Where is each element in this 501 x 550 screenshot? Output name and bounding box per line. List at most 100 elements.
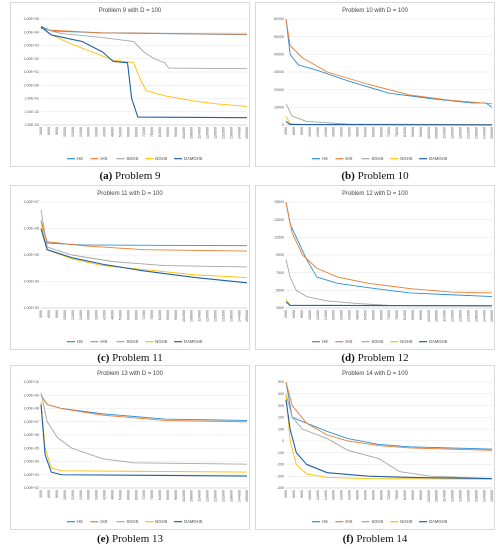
x-tick-label: 120000 [451, 490, 455, 502]
y-tick-label: 100 [278, 427, 284, 431]
legend-label: DAMGHS [184, 156, 203, 161]
y-tick-label: 60000 [274, 17, 284, 21]
x-tick-label: 15000 [308, 310, 312, 320]
x-tick-label: 114000 [443, 127, 447, 139]
x-tick-label: 24000 [324, 490, 328, 500]
x-tick-label: 60000 [371, 310, 375, 320]
x-tick-label: 42000 [103, 310, 107, 320]
x-tick-label: 48000 [111, 490, 115, 500]
x-tick-label: 90000 [411, 127, 415, 137]
chart-title: Problem 12 with D = 100 [342, 191, 409, 197]
y-tick-label: 0 [282, 123, 284, 127]
x-tick-label: 30000 [332, 490, 336, 500]
y-tick-label: 1.00E+03 [24, 473, 40, 477]
x-tick-label: 114000 [443, 490, 447, 502]
x-tick-label: 6000 [292, 127, 296, 135]
x-tick-label: 60000 [126, 490, 130, 500]
x-tick-label: 33000 [340, 127, 344, 137]
x-tick-label: 84000 [158, 127, 162, 137]
y-tick-label: 20000 [274, 88, 284, 92]
x-tick-label: 21000 [316, 310, 320, 320]
x-tick-label: 132000 [466, 490, 470, 502]
legend-label: IHS [345, 519, 352, 524]
x-tick-label: 114000 [443, 310, 447, 322]
x-tick-label: 9000 [300, 127, 304, 135]
x-tick-label: 108000 [190, 310, 194, 322]
caption-text: Problem 11 [109, 352, 163, 364]
x-tick-label: 3000 [284, 127, 288, 135]
x-tick-label: 144000 [237, 490, 241, 502]
chart-panel-6: Problem 14 with D = 100 500 400 300 200 100 0 -… [255, 365, 495, 530]
x-tick-label: 60000 [371, 127, 375, 137]
y-tick-label: 1.00E+06 [24, 227, 40, 231]
series-line-hs [285, 201, 493, 297]
y-tick-label: 1.00E+07 [24, 200, 40, 204]
series-line-nghs [285, 115, 493, 126]
series-line-hs [40, 395, 248, 421]
legend-label: HS [77, 156, 83, 161]
chart-svg: Problem 11 with D = 100 1.00E+07 1.00E+06 1… [24, 191, 250, 344]
y-tick-label: -100 [277, 451, 284, 455]
series-line-sghs [285, 259, 493, 307]
x-tick-label: 132000 [466, 310, 470, 322]
x-tick-label: 3000 [284, 310, 288, 318]
y-tick-label: 1.00E+04 [24, 280, 40, 284]
x-tick-label: 138000 [474, 127, 478, 139]
legend-label: HS [322, 156, 328, 161]
x-tick-label: 42000 [348, 310, 352, 320]
x-tick-label: 24000 [324, 310, 328, 320]
series-line-sghs [285, 393, 493, 480]
series-line-sghs [40, 209, 248, 268]
x-tick-label: 150000 [245, 310, 249, 322]
y-tick-label: 1.00E+10 [24, 380, 40, 384]
x-tick-label: 138000 [474, 490, 478, 502]
y-tick-label: -400 [277, 486, 284, 490]
series-line-damghs [285, 301, 493, 307]
x-tick-label: 144000 [482, 127, 486, 139]
figure-caption: (d) Problem 12 [255, 352, 495, 364]
x-tick-label: 144000 [237, 127, 241, 139]
legend-label: SGHS [372, 156, 384, 161]
chart-title: Problem 9 with D = 100 [99, 8, 162, 14]
legend-label: SGHS [127, 519, 139, 524]
x-tick-label: 21000 [316, 490, 320, 500]
chart-title: Problem 11 with D = 100 [97, 191, 163, 197]
x-tick-label: 102000 [182, 310, 186, 322]
figure-caption: (f) Problem 14 [255, 533, 495, 545]
x-tick-label: 15000 [63, 310, 67, 320]
x-tick-label: 144000 [482, 490, 486, 502]
legend-label: NGHS [155, 519, 167, 524]
chart-svg: Problem 14 with D = 100 500 400 300 200 100 0 -… [277, 371, 494, 524]
y-tick-label: 300 [278, 404, 284, 408]
y-tick-label: 1.00E+05 [24, 17, 40, 21]
x-tick-label: 78000 [395, 490, 399, 500]
x-tick-label: 72000 [142, 490, 146, 500]
series-line-hs [285, 381, 493, 450]
x-tick-label: 102000 [182, 490, 186, 502]
y-tick-label: 200 [278, 416, 284, 420]
x-tick-label: 42000 [348, 127, 352, 137]
x-tick-label: 6000 [47, 127, 51, 135]
x-tick-label: 78000 [150, 490, 154, 500]
x-tick-label: 54000 [363, 127, 367, 137]
x-tick-label: 108000 [190, 127, 194, 139]
x-tick-label: 78000 [150, 127, 154, 137]
chart-title: Problem 13 with D = 100 [97, 371, 164, 377]
y-tick-label: 500 [278, 380, 284, 384]
x-tick-label: 120000 [206, 127, 210, 139]
series-line-damghs [40, 26, 248, 119]
chart-panel-5: Problem 13 with D = 100 1.00E+10 1.00E+09 1… [10, 365, 250, 530]
legend-label: DAMGHS [429, 519, 448, 524]
legend-label: IHS [345, 339, 352, 344]
x-tick-label: 150000 [490, 490, 494, 502]
x-tick-label: 42000 [103, 127, 107, 137]
x-tick-label: 72000 [387, 127, 391, 137]
chart-svg: Problem 9 with D = 100 1.00E+05 1.00E+04 1.… [24, 8, 250, 161]
x-tick-label: 54000 [363, 310, 367, 320]
figure-caption: (e) Problem 13 [10, 533, 250, 545]
x-tick-label: 66000 [379, 490, 383, 500]
x-tick-label: 66000 [134, 310, 138, 320]
y-tick-label: 1.00E+05 [24, 446, 40, 450]
x-tick-label: 24000 [79, 310, 83, 320]
x-tick-label: 33000 [340, 490, 344, 500]
